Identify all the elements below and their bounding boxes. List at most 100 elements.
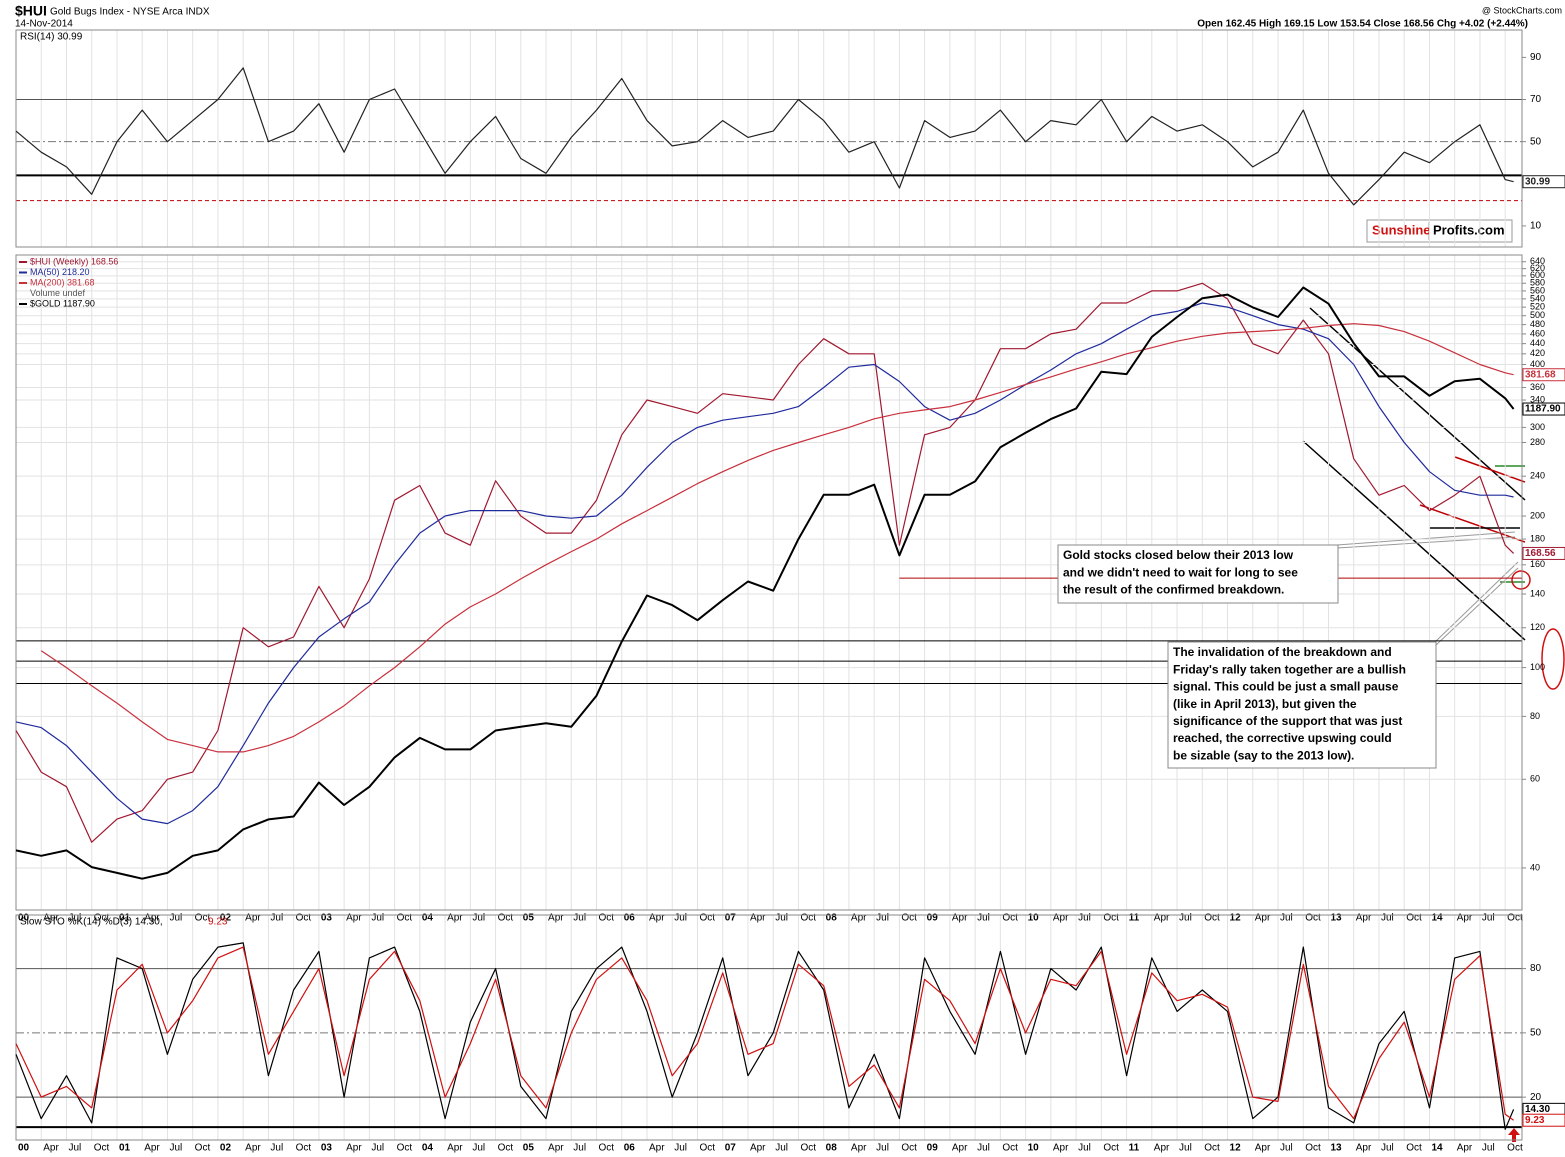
x-tick-label: Jul	[876, 1143, 889, 1154]
y-tick-label: 480	[1530, 319, 1545, 329]
x-tick-label: 12	[1230, 1143, 1242, 1154]
panel-title-d: 9.23	[208, 917, 228, 928]
x-tick-label: 06	[624, 913, 636, 924]
legend-label: $GOLD 1187.90	[30, 298, 95, 308]
x-tick-label: 01	[119, 913, 131, 924]
x-tick-label: 10	[1028, 1143, 1040, 1154]
x-tick-label: Oct	[498, 1143, 514, 1154]
logo-box	[1366, 219, 1513, 243]
x-tick-label: 00	[18, 1143, 30, 1154]
x-tick-label: Oct	[599, 913, 615, 924]
logo-red: Sunshine	[1372, 222, 1431, 237]
x-tick-label: Apr	[1356, 1143, 1372, 1154]
x-tick-label: 07	[725, 1143, 737, 1154]
x-tick-label: Oct	[1103, 1143, 1119, 1154]
logo: Sunshine Profits.com	[1366, 219, 1513, 243]
trendline	[1302, 440, 1526, 641]
y-tick-label: 560	[1530, 285, 1545, 295]
panel-frame	[15, 914, 1523, 1141]
x-tick-label: Jul	[775, 1143, 788, 1154]
x-tick-label: Apr	[548, 1143, 564, 1154]
x-tick-label: Oct	[296, 1143, 312, 1154]
x-tick-label: 14	[1431, 1143, 1443, 1154]
y-tick-label: 20	[1530, 1092, 1542, 1103]
end-label-box	[1522, 368, 1565, 382]
x-tick-label: 07	[725, 913, 737, 924]
x-tick-label: Oct	[699, 1143, 715, 1154]
x-tick-label: Jul	[977, 913, 990, 924]
x-tick-label: 03	[321, 913, 333, 924]
credit: @ StockCharts.com	[1482, 5, 1562, 15]
x-tick-label: Jul	[775, 913, 788, 924]
end-label: 1187.90	[1525, 404, 1561, 415]
highlight-ellipse	[1541, 628, 1565, 690]
x-tick-label: Oct	[800, 913, 816, 924]
x-tick-label: Oct	[1204, 1143, 1220, 1154]
x-tick-label: Oct	[94, 1143, 110, 1154]
y-tick-label: 620	[1530, 263, 1545, 273]
legend-label: MA(50) 218.20	[30, 267, 90, 277]
annotation-box	[1057, 544, 1339, 604]
panel-title: RSI(14) 30.99	[20, 32, 83, 43]
y-tick-label: 600	[1530, 270, 1545, 280]
x-tick-label: 05	[523, 1143, 535, 1154]
y-tick-label: 160	[1530, 559, 1545, 569]
annotation-line: Friday's rally taken together are a bull…	[1173, 662, 1406, 676]
x-tick-label: Apr	[1154, 1143, 1170, 1154]
x-tick-label: 04	[422, 1143, 434, 1154]
x-tick-label: Apr	[1154, 913, 1170, 924]
x-tick-label: Apr	[144, 1143, 160, 1154]
y-tick-label: 520	[1530, 302, 1545, 312]
pointer	[1434, 567, 1519, 647]
x-tick-label: Oct	[901, 1143, 917, 1154]
x-tick-label: Apr	[346, 1143, 362, 1154]
end-label: 381.68	[1525, 369, 1556, 380]
x-tick-label: Apr	[144, 913, 160, 924]
y-tick-label: 300	[1530, 422, 1545, 432]
y-tick-label: 180	[1530, 533, 1545, 543]
x-tick-label: Apr	[1255, 913, 1271, 924]
y-tick-label: 540	[1530, 293, 1545, 303]
y-tick-label: 440	[1530, 338, 1545, 348]
x-tick-label: Jul	[1179, 1143, 1192, 1154]
x-tick-label: 09	[927, 1143, 939, 1154]
x-tick-label: Apr	[851, 1143, 867, 1154]
logo-black: Profits.com	[1433, 222, 1505, 237]
x-tick-label: 08	[826, 1143, 838, 1154]
x-tick-label: Apr	[1255, 1143, 1271, 1154]
x-tick-label: Oct	[1305, 1143, 1321, 1154]
annotation-line: the result of the confirmed breakdown.	[1063, 583, 1284, 597]
y-tick-label: 90	[1530, 52, 1542, 63]
y-tick-label: 80	[1530, 711, 1540, 721]
x-tick-label: Jul	[674, 913, 687, 924]
annotation-line: be sizable (say to the 2013 low).	[1173, 748, 1354, 762]
y-tick-label: 420	[1530, 348, 1545, 358]
series-line	[15, 946, 1514, 1121]
x-tick-label: 06	[624, 1143, 636, 1154]
x-tick-label: Apr	[548, 913, 564, 924]
x-tick-label: Oct	[599, 1143, 615, 1154]
x-tick-label: 13	[1330, 1143, 1342, 1154]
legend-label: $HUI (Weekly) 168.56	[30, 256, 118, 266]
annotation-line: (like in April 2013), but given the	[1173, 697, 1357, 711]
x-tick-label: Jul	[169, 1143, 182, 1154]
pointer	[1336, 531, 1516, 546]
end-label-box	[1522, 402, 1565, 416]
x-tick-label: Apr	[649, 913, 665, 924]
date: 14-Nov-2014	[15, 19, 73, 30]
x-tick-label: Oct	[1204, 913, 1220, 924]
y-tick-label: 500	[1530, 310, 1545, 320]
x-tick-label: Apr	[1457, 1143, 1473, 1154]
y-tick-label: 400	[1530, 359, 1545, 369]
x-tick-label: Apr	[447, 913, 463, 924]
highlight-circle	[1511, 570, 1531, 590]
x-tick-label: Jul	[573, 1143, 586, 1154]
y-tick-label: 140	[1530, 588, 1545, 598]
x-tick-label: Oct	[699, 913, 715, 924]
x-tick-label: Oct	[800, 1143, 816, 1154]
x-tick-label: 01	[119, 1143, 131, 1154]
x-tick-label: Jul	[1381, 1143, 1394, 1154]
x-tick-label: Jul	[674, 1143, 687, 1154]
trendline	[1454, 456, 1526, 483]
